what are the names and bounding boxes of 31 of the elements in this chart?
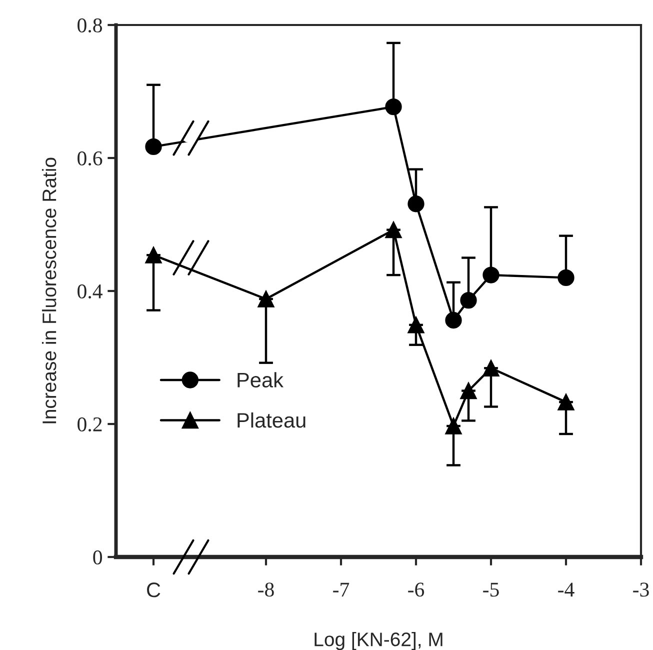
x-tick-label: -4 (558, 582, 574, 596)
point (385, 221, 402, 238)
legend-label: Plateau (238, 412, 306, 428)
point (460, 382, 477, 400)
x-tick-label: C (147, 582, 160, 598)
point (482, 266, 500, 284)
point (385, 98, 402, 116)
point (558, 269, 574, 286)
legend-label: Peak (238, 372, 284, 388)
point (445, 312, 462, 329)
x-tick-label: -8 (258, 582, 274, 597)
y-tick-label: 0.6 (78, 151, 102, 166)
x-tick-label: -7 (333, 582, 350, 596)
x-tick-label: -5 (483, 582, 499, 597)
y-axis-title: Increase in Fluorescence Ratio (42, 158, 56, 424)
point (145, 246, 162, 264)
x-tick-label: -3 (633, 582, 649, 597)
point (408, 316, 424, 334)
point (558, 394, 574, 410)
point (258, 290, 274, 308)
point (145, 138, 162, 156)
point (482, 360, 500, 376)
x-tick-label: -6 (408, 582, 424, 597)
x-axis-title: Log [KN-62], M (314, 632, 442, 650)
point (445, 418, 462, 434)
point (460, 292, 477, 309)
y-tick-label: 0 (93, 550, 102, 564)
y-tick-label: 0.2 (78, 417, 102, 432)
point (408, 196, 424, 212)
y-tick-label: 0.4 (78, 284, 102, 299)
y-tick-label: 0.8 (78, 18, 102, 33)
